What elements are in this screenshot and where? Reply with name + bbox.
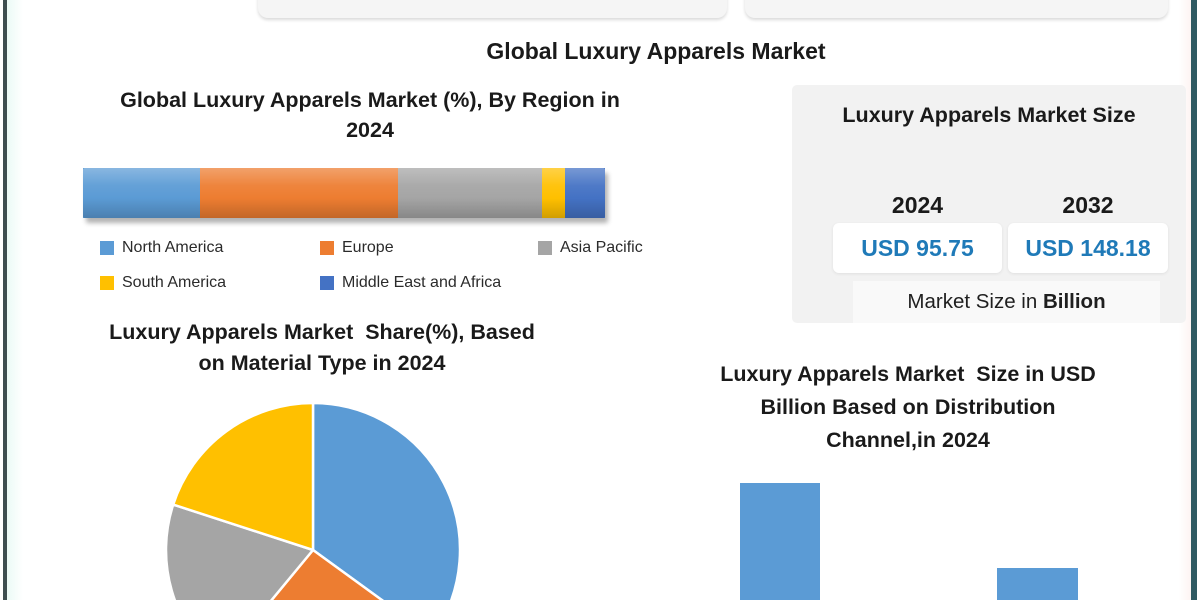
- legend-swatch-south-america: [100, 276, 114, 290]
- year-label-2024: 2024: [891, 192, 944, 218]
- legend-swatch-north-america: [100, 241, 114, 255]
- legend-item-asia-pacific: Asia Pacific: [538, 238, 643, 258]
- legend-item-middle-east-africa: Middle East and Africa: [320, 273, 501, 293]
- region-legend: North America Europe Asia Pacific South …: [100, 238, 680, 300]
- legend-item-europe: Europe: [320, 238, 394, 258]
- market-size-panel: Luxury Apparels Market Size 2024 2032 US…: [792, 85, 1186, 323]
- legend-label-europe: Europe: [342, 239, 394, 256]
- value-card-2024: USD 95.75: [833, 223, 1002, 273]
- distribution-bar-1: [740, 483, 820, 600]
- distribution-chart-title-line3: Channel,in 2024: [826, 428, 990, 452]
- region-chart-title: Global Luxury Apparels Market (%), By Re…: [80, 85, 660, 145]
- market-size-value-2032: USD 148.18: [1025, 234, 1151, 261]
- distribution-chart-title-line2: Billion Based on Distribution: [760, 395, 1056, 419]
- page-title: Global Luxury Apparels Market: [486, 38, 826, 64]
- market-size-panel-title: Luxury Apparels Market Size: [842, 103, 1136, 127]
- top-card-left: [258, 0, 727, 18]
- bar-segment-middle-east-africa: [564, 168, 605, 218]
- distribution-chart-title: Luxury Apparels Market Size in USD Billi…: [658, 358, 1158, 457]
- bar-segment-europe: [199, 168, 398, 218]
- bar-segment-south-america: [541, 168, 565, 218]
- legend-label-south-america: South America: [122, 274, 227, 291]
- region-chart-title-line1: Global Luxury Apparels Market (%), By Re…: [120, 88, 620, 112]
- pie-chart-title-line2: on Material Type in 2024: [198, 351, 446, 375]
- panel-footnote: Market Size in Billion: [853, 281, 1160, 323]
- legend-label-north-america: North America: [122, 239, 224, 256]
- bar-segment-north-america: [83, 168, 200, 218]
- legend-item-south-america: South America: [100, 273, 226, 293]
- left-frame-tint: [7, 0, 23, 600]
- left-frame-border: [3, 0, 7, 600]
- legend-swatch-asia-pacific: [538, 241, 552, 255]
- pie-chart-title: Luxury Apparels Market Share(%), Based o…: [42, 317, 602, 379]
- footnote-unit: Billion: [1042, 290, 1106, 313]
- region-stacked-bar: [83, 168, 605, 218]
- market-size-value-2024: USD 95.75: [861, 234, 974, 261]
- region-chart-title-line2: 2024: [346, 118, 394, 142]
- distribution-bar-2: [997, 568, 1078, 600]
- material-pie: [164, 401, 462, 600]
- legend-swatch-middle-east-africa: [320, 276, 334, 290]
- year-label-2032: 2032: [1062, 192, 1114, 218]
- pie-chart-title-line1: Luxury Apparels Market Share(%), Based: [109, 320, 535, 344]
- footnote-prefix: Market Size in: [907, 290, 1043, 313]
- legend-item-north-america: North America: [100, 238, 223, 258]
- top-card-right: [745, 0, 1168, 18]
- value-card-2032: USD 148.18: [1008, 223, 1168, 273]
- distribution-chart-title-line1: Luxury Apparels Market Size in USD: [720, 362, 1096, 386]
- legend-swatch-europe: [320, 241, 334, 255]
- bar-segment-asia-pacific: [397, 168, 542, 218]
- legend-label-asia-pacific: Asia Pacific: [560, 239, 643, 256]
- right-frame-border: [1191, 0, 1197, 600]
- legend-label-middle-east-africa: Middle East and Africa: [342, 274, 502, 291]
